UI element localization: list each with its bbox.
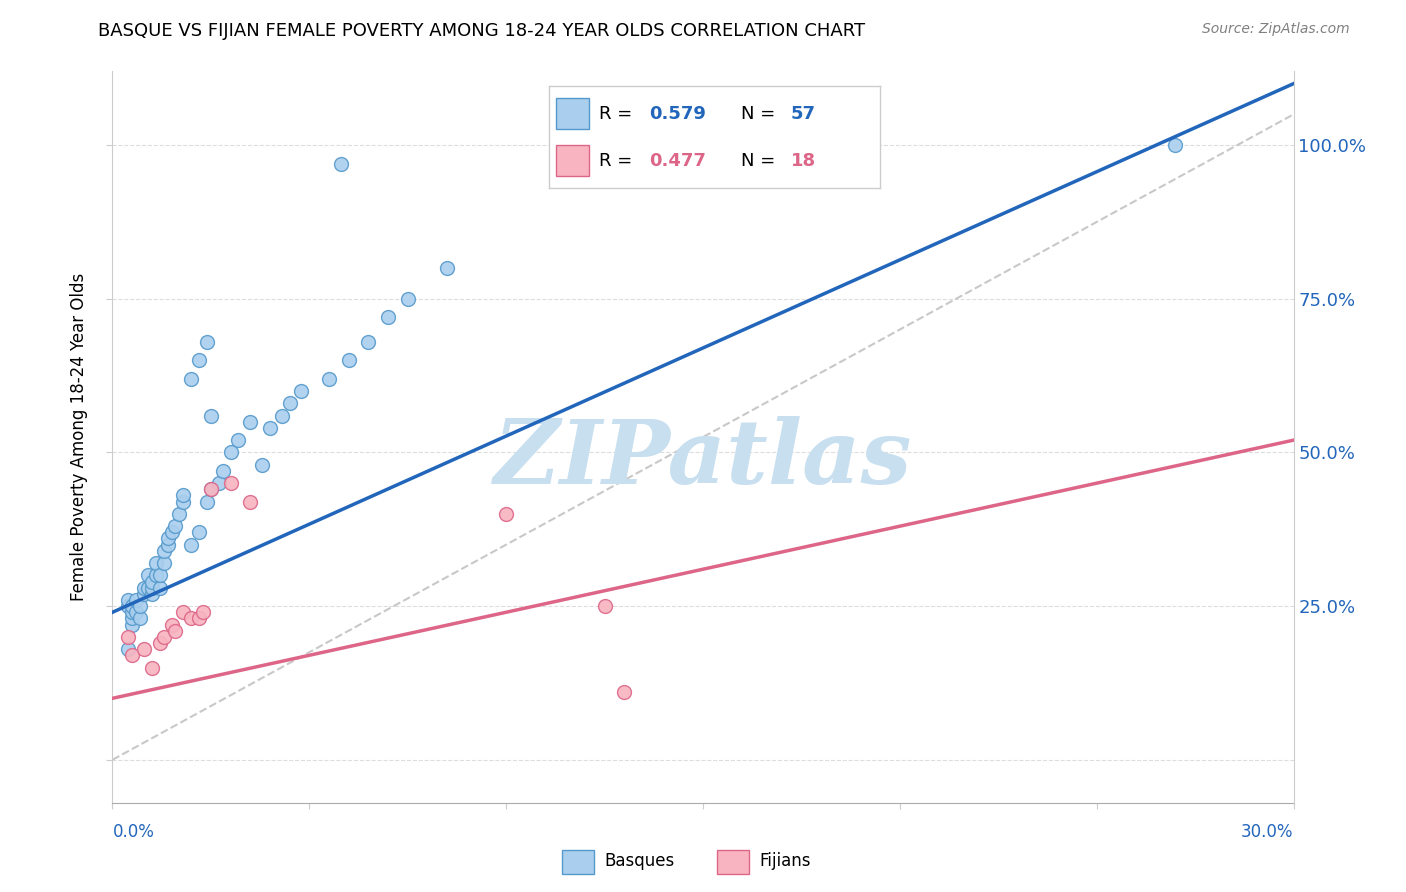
Point (121, 648, 143, 663)
Point (188, 611, 211, 625)
Point (141, 587, 163, 601)
Point (180, 538, 202, 552)
Point (188, 525, 211, 540)
Point (121, 611, 143, 625)
Point (125, 593, 148, 607)
Text: 0.0%: 0.0% (112, 822, 155, 840)
Point (200, 483, 222, 497)
Point (195, 334, 218, 349)
Point (259, 421, 281, 435)
Point (180, 611, 202, 625)
Point (211, 464, 233, 478)
Point (152, 630, 174, 644)
Point (136, 581, 159, 595)
Point (169, 507, 191, 521)
Point (152, 556, 174, 570)
Point (219, 476, 242, 491)
Point (136, 568, 159, 582)
Point (132, 581, 155, 595)
Point (152, 543, 174, 558)
Point (156, 538, 179, 552)
Point (172, 488, 194, 502)
Y-axis label: Female Poverty Among 18-24 Year Olds: Female Poverty Among 18-24 Year Olds (70, 273, 89, 601)
Point (318, 372, 340, 386)
Point (121, 599, 143, 613)
Point (156, 532, 179, 546)
Point (117, 593, 139, 607)
Point (357, 334, 380, 349)
Point (172, 605, 194, 619)
Text: Fijians: Fijians (759, 852, 811, 870)
Point (141, 574, 163, 589)
Point (200, 483, 222, 497)
Point (593, 599, 616, 613)
Point (250, 458, 273, 472)
Point (436, 261, 458, 276)
Point (117, 630, 139, 644)
Point (191, 605, 214, 619)
Text: Source: ZipAtlas.com: Source: ZipAtlas.com (1202, 22, 1350, 37)
Point (132, 587, 155, 601)
Point (228, 433, 250, 447)
Point (188, 353, 211, 368)
Text: ZIPatlas: ZIPatlas (495, 416, 911, 502)
Point (121, 605, 143, 619)
Point (290, 384, 312, 398)
Point (149, 636, 172, 650)
Point (117, 642, 139, 657)
Point (200, 409, 222, 423)
Point (132, 642, 155, 657)
Point (149, 568, 172, 582)
Point (337, 353, 360, 368)
Point (121, 617, 143, 632)
Point (219, 445, 242, 459)
Point (141, 660, 163, 674)
Point (125, 605, 148, 619)
Point (165, 519, 187, 533)
Point (172, 494, 194, 508)
Point (329, 156, 352, 170)
Point (149, 581, 172, 595)
Bar (562, 849, 593, 874)
Point (270, 409, 292, 423)
Point (160, 617, 183, 632)
Point (165, 624, 187, 638)
Bar (717, 849, 748, 874)
Point (141, 581, 163, 595)
Point (145, 568, 167, 582)
Point (129, 599, 152, 613)
Point (195, 494, 218, 508)
Point (129, 611, 152, 625)
Point (117, 599, 139, 613)
Point (613, 685, 636, 699)
Point (160, 525, 183, 540)
Point (239, 415, 262, 429)
Point (396, 292, 419, 306)
Point (208, 476, 231, 491)
Text: Basques: Basques (605, 852, 675, 870)
Point (180, 372, 202, 386)
Text: 30.0%: 30.0% (1241, 822, 1294, 840)
Point (239, 494, 262, 508)
Point (377, 310, 399, 325)
Point (145, 556, 167, 570)
Point (1164, 138, 1187, 153)
Point (495, 507, 517, 521)
Point (278, 396, 301, 410)
Text: BASQUE VS FIJIAN FEMALE POVERTY AMONG 18-24 YEAR OLDS CORRELATION CHART: BASQUE VS FIJIAN FEMALE POVERTY AMONG 18… (98, 22, 866, 40)
